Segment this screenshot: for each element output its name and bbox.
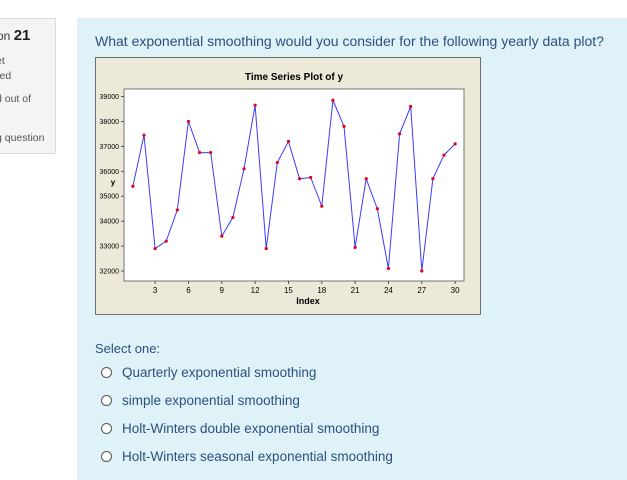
question-mark: d out of [0, 93, 32, 105]
y-tick-label: 34000 [100, 219, 120, 226]
data-point [253, 103, 257, 107]
radio-button[interactable] [101, 422, 112, 434]
x-axis-label: Index [296, 296, 320, 306]
question-content: What exponential smoothing would you con… [77, 18, 627, 480]
radio-button[interactable] [101, 366, 112, 378]
data-point [297, 177, 302, 181]
plot-area [123, 88, 465, 282]
select-one-prompt: Select one: [95, 341, 161, 356]
data-point [131, 184, 135, 188]
y-tick-label: 33000 [100, 244, 120, 251]
data-point [331, 98, 335, 102]
x-tick-label: 12 [251, 286, 260, 295]
data-point [242, 167, 246, 171]
flag-question-link[interactable]: g question [0, 132, 45, 144]
answer-option-simple[interactable]: simple exponential smoothing [101, 390, 300, 410]
question-status: et [0, 55, 5, 67]
x-tick-label: 15 [284, 286, 293, 295]
answer-label: Holt-Winters seasonal exponential smooth… [122, 448, 393, 464]
x-tick-label: 9 [220, 286, 225, 295]
data-point [386, 266, 391, 271]
question-status-detail: red [0, 70, 12, 82]
data-point [275, 160, 279, 165]
x-tick-label: 24 [384, 286, 393, 295]
answer-label: Holt-Winters double exponential smoothin… [122, 420, 380, 436]
data-point [186, 119, 191, 124]
data-point [153, 246, 157, 251]
radio-button[interactable] [101, 394, 112, 406]
time-series-plot: Time Series Plot of y Index y 32000 33000… [95, 57, 481, 315]
data-point [197, 150, 202, 155]
data-point [364, 177, 368, 181]
data-point [264, 246, 268, 251]
data-point [375, 207, 379, 211]
data-point [431, 177, 435, 181]
series-line [132, 100, 456, 272]
data-point [353, 245, 357, 249]
answer-label: simple exponential smoothing [122, 392, 300, 408]
data-point [142, 133, 146, 137]
data-point [442, 153, 446, 157]
data-point [420, 269, 424, 273]
x-tick-label: 27 [417, 286, 426, 295]
x-tick-label: 6 [186, 286, 191, 295]
data-point [309, 175, 313, 180]
data-point [209, 150, 213, 155]
x-tick-label: 30 [451, 286, 460, 295]
data-point [220, 234, 224, 238]
data-point [409, 104, 413, 109]
y-tick-label: 35000 [100, 194, 120, 201]
data-point [164, 239, 168, 243]
radio-button[interactable] [101, 450, 112, 462]
data-point [175, 208, 179, 212]
question-text: What exponential smoothing would you con… [95, 33, 604, 49]
data-point [453, 142, 457, 146]
chart-title: Time Series Plot of y [245, 72, 344, 83]
y-tick-label: 39000 [100, 94, 120, 101]
y-axis-label: y [111, 178, 116, 187]
answer-option-holt-winters-seasonal[interactable]: Holt-Winters seasonal exponential smooth… [101, 446, 393, 466]
data-point [342, 124, 346, 129]
answer-label: Quarterly exponential smoothing [122, 364, 317, 380]
y-tick-label: 37000 [100, 144, 120, 151]
data-point [286, 139, 291, 143]
x-tick-label: 3 [153, 286, 158, 295]
answer-option-holt-winters-double[interactable]: Holt-Winters double exponential smoothin… [101, 418, 379, 438]
question-info-panel: on 21 et red d out of g question [0, 18, 56, 154]
x-tick-label: 18 [317, 286, 326, 295]
y-tick-label: 36000 [100, 169, 120, 176]
chart-svg: Time Series Plot of y Index y 32000 33000… [100, 72, 465, 306]
answer-option-quarterly[interactable]: Quarterly exponential smoothing [101, 362, 316, 382]
data-point [320, 204, 324, 208]
data-point [231, 215, 235, 220]
y-tick-label: 32000 [100, 269, 120, 276]
data-point [397, 132, 402, 136]
y-tick-label: 38000 [100, 119, 120, 126]
x-tick-label: 21 [351, 286, 360, 295]
question-number: on 21 [0, 27, 31, 44]
